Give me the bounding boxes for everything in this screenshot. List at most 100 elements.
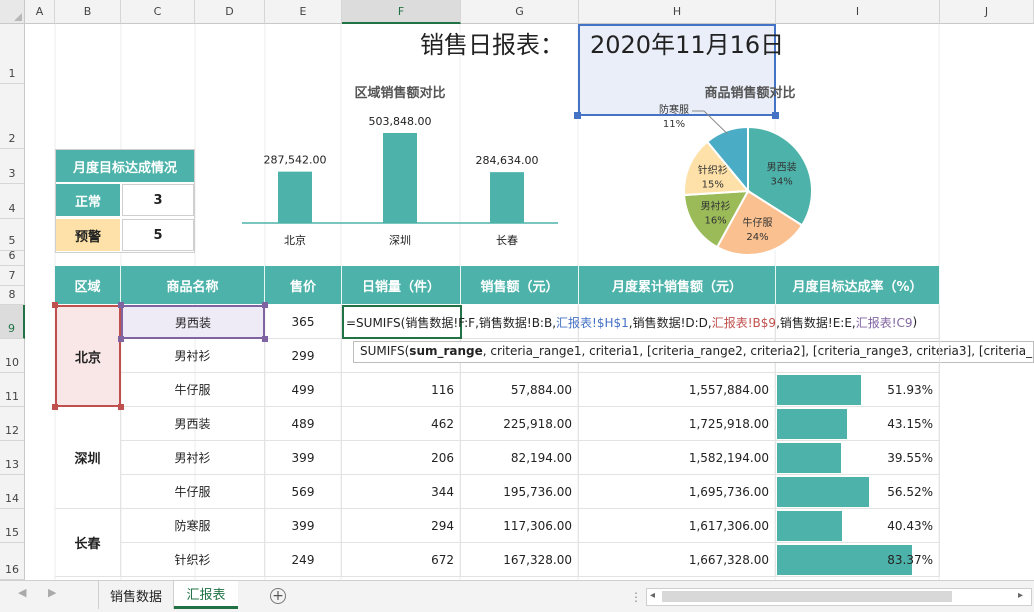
product-name-cell[interactable]: 牛仔服 [121, 373, 265, 407]
select-all-corner[interactable] [0, 0, 25, 24]
target-rate-cell[interactable]: 51.93% [776, 373, 940, 407]
sheet-tab-report[interactable]: 汇报表 [174, 581, 238, 609]
ref-handle-icon[interactable] [118, 302, 124, 308]
cumulative-sales-cell[interactable]: 1,667,328.00 [579, 543, 776, 577]
region-bar-chart[interactable]: 区域销售额对比 287,542.00 北京 503,848.00 深圳 284,634.… [240, 78, 560, 256]
cumulative-sales-cell[interactable]: 1,725,918.00 [579, 407, 776, 441]
column-header-d[interactable]: D [195, 0, 265, 24]
qty-cell[interactable]: 672 [342, 543, 461, 577]
table-header-4[interactable]: 销售额（元） [461, 266, 579, 304]
function-tooltip[interactable]: SUMIFS(sum_range, criteria_range1, crite… [353, 341, 1034, 363]
cumulative-sales-cell[interactable]: 1,557,884.00 [579, 373, 776, 407]
row-header-8[interactable]: 8 [0, 286, 25, 305]
sales-cell[interactable]: 82,194.00 [461, 441, 579, 475]
column-header-c[interactable]: C [121, 0, 195, 24]
bar-0[interactable] [278, 171, 312, 223]
price-cell[interactable]: 399 [265, 509, 342, 543]
product-name-cell[interactable]: 男西装 [121, 407, 265, 441]
sheet-tab-sales-data[interactable]: 销售数据 [98, 581, 174, 609]
product-name-cell[interactable]: 男衬衫 [121, 339, 265, 373]
cumulative-sales-cell[interactable]: 1,695,736.00 [579, 475, 776, 509]
sales-cell[interactable] [461, 305, 579, 339]
scroll-right-icon[interactable]: ▸ [1018, 590, 1024, 601]
product-name-cell[interactable]: 牛仔服 [121, 475, 265, 509]
ref-handle-icon[interactable] [574, 112, 581, 119]
row-header-10[interactable]: 10 [0, 339, 25, 373]
row-header-3[interactable]: 3 [0, 149, 25, 184]
next-sheet-icon[interactable]: ▶ [48, 586, 57, 599]
ref-handle-icon[interactable] [52, 302, 58, 308]
ref-handle-icon[interactable] [52, 404, 58, 410]
row-header-11[interactable]: 11 [0, 373, 25, 407]
target-rate-cell[interactable]: 56.52% [776, 475, 940, 509]
sales-cell[interactable]: 225,918.00 [461, 407, 579, 441]
target-rate-cell[interactable] [776, 305, 940, 339]
ref-handle-icon[interactable] [118, 404, 124, 410]
pie-slice-3[interactable] [683, 140, 751, 197]
sales-cell[interactable]: 57,884.00 [461, 373, 579, 407]
product-name-cell[interactable]: 男西装 [121, 305, 265, 339]
row-header-9[interactable]: 9 [0, 305, 25, 339]
row-header-15[interactable]: 15 [0, 509, 25, 543]
qty-cell[interactable]: 462 [342, 407, 461, 441]
column-header-a[interactable]: A [25, 0, 55, 24]
table-header-3[interactable]: 日销量（件） [342, 266, 461, 304]
row-header-7[interactable]: 7 [0, 266, 25, 286]
column-header-h[interactable]: H [579, 0, 776, 24]
target-rate-cell[interactable]: 39.55% [776, 441, 940, 475]
pie-slice-2[interactable] [683, 189, 750, 249]
column-header-j[interactable]: J [940, 0, 1034, 24]
active-cell[interactable] [342, 305, 462, 339]
row-header-1[interactable]: 1 [0, 24, 25, 84]
table-header-5[interactable]: 月度累计销售额（元） [579, 266, 776, 304]
sales-cell[interactable]: 167,328.00 [461, 543, 579, 577]
target-rate-cell[interactable]: 83.37% [776, 543, 940, 577]
ref-handle-icon[interactable] [772, 112, 779, 119]
scrollbar-thumb[interactable] [662, 591, 952, 602]
column-header-e[interactable]: E [265, 0, 342, 24]
report-date[interactable]: 2020年11月16日 [590, 30, 785, 59]
cumulative-sales-cell[interactable]: 1,582,194.00 [579, 441, 776, 475]
row-header-16[interactable]: 16 [0, 543, 25, 580]
qty-cell[interactable]: 344 [342, 475, 461, 509]
tooltip-arg-bold[interactable]: sum_range [409, 344, 483, 358]
qty-cell[interactable]: 206 [342, 441, 461, 475]
qty-cell[interactable]: 294 [342, 509, 461, 543]
pie-slice-1[interactable] [715, 189, 804, 256]
product-name-cell[interactable]: 男衬衫 [121, 441, 265, 475]
row-header-13[interactable]: 13 [0, 441, 25, 475]
region-cell[interactable]: 北京 [55, 305, 121, 407]
date-cell-highlight[interactable] [578, 24, 776, 116]
region-cell[interactable]: 深圳 [55, 407, 121, 509]
region-cell[interactable]: 长春 [55, 509, 121, 577]
target-rate-cell[interactable]: 43.15% [776, 407, 940, 441]
column-header-i[interactable]: I [776, 0, 940, 24]
price-cell[interactable]: 399 [265, 441, 342, 475]
price-cell[interactable]: 499 [265, 373, 342, 407]
product-pie-chart[interactable]: 商品销售额对比 男西装 34% 牛仔服 24% 男衬衫 16% 针织衫 15% 防寒服 11% [640, 78, 860, 256]
table-header-2[interactable]: 售价 [265, 266, 342, 304]
kpi-normal-value[interactable]: 3 [122, 184, 194, 216]
formula-in-cell[interactable]: =SUMIFS(销售数据!F:F,销售数据!B:B, 汇报表!$H$1 ,销售数据!… [346, 305, 917, 339]
target-rate-cell[interactable]: 40.43% [776, 509, 940, 543]
table-header-6[interactable]: 月度目标达成率（%） [776, 266, 940, 304]
table-header-0[interactable]: 区域 [55, 266, 121, 304]
row-header-2[interactable]: 2 [0, 84, 25, 149]
column-header-b[interactable]: B [55, 0, 121, 24]
ref-handle-icon[interactable] [262, 336, 268, 342]
row-header-12[interactable]: 12 [0, 407, 25, 441]
product-name-cell[interactable]: 针织衫 [121, 543, 265, 577]
table-header-1[interactable]: 商品名称 [121, 266, 265, 304]
row-header-14[interactable]: 14 [0, 475, 25, 509]
column-header-g[interactable]: G [461, 0, 579, 24]
bar-1[interactable] [383, 133, 417, 223]
sales-cell[interactable]: 117,306.00 [461, 509, 579, 543]
cumulative-sales-cell[interactable]: 1,617,306.00 [579, 509, 776, 543]
target-rate-cell[interactable] [776, 339, 940, 373]
bar-2[interactable] [490, 172, 524, 223]
row-header-5[interactable]: 5 [0, 219, 25, 251]
column-header-f[interactable]: F [342, 0, 461, 24]
pie-slice-4[interactable] [705, 125, 749, 194]
price-cell[interactable]: 489 [265, 407, 342, 441]
price-cell[interactable]: 299 [265, 339, 342, 373]
